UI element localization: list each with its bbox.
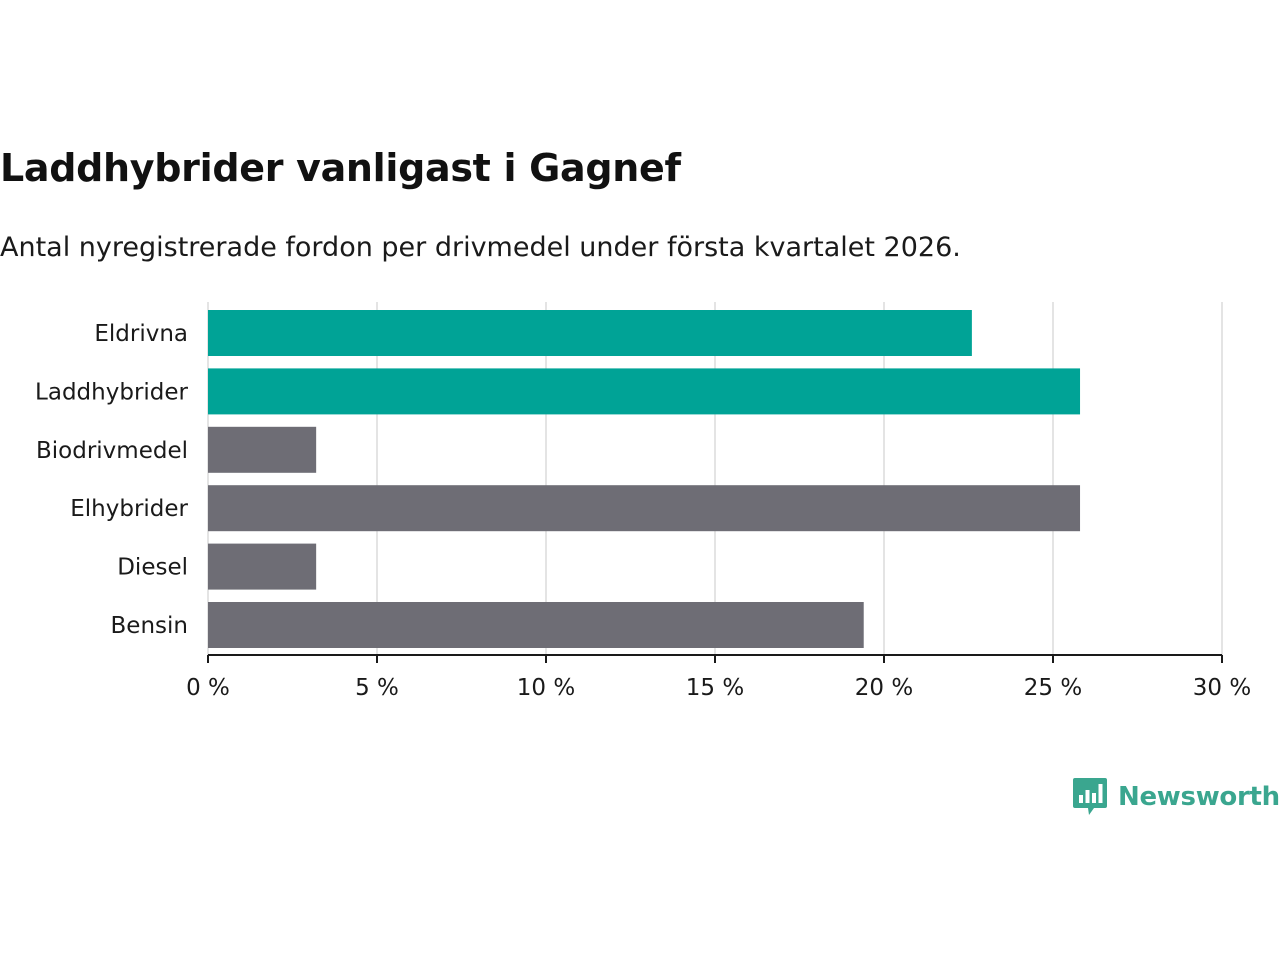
category-label-bensin: Bensin (111, 613, 188, 639)
newsworthy-logo: Newsworthy (1072, 776, 1280, 818)
x-tick-label-1: 5 % (355, 675, 399, 701)
newsworthy-logo-icon (1073, 778, 1107, 815)
bar-chart: Eldrivna Laddhybrider Biodrivmedel Elhybrid… (35, 302, 1251, 701)
x-tick-label-3: 15 % (686, 675, 744, 701)
x-tick-label-0: 0 % (186, 675, 230, 701)
bar-laddhybrider (208, 368, 1081, 415)
category-label-biodrivmedel: Biodrivmedel (36, 438, 188, 464)
category-label-laddhybrider: Laddhybrider (35, 379, 188, 405)
bar-bensin (208, 602, 864, 648)
x-tick-label-2: 10 % (517, 675, 575, 701)
bar-eldrivna (208, 310, 972, 356)
x-tick-label-4: 20 % (855, 675, 913, 701)
bar-diesel (208, 543, 317, 590)
chart-title: Laddhybrider vanligast i Gagnef (0, 146, 681, 190)
brand-name: Newsworthy (1118, 782, 1280, 812)
bar-elhybrider (208, 485, 1081, 532)
category-label-diesel: Diesel (117, 555, 188, 581)
x-tick-label-6: 30 % (1193, 675, 1251, 701)
bar-biodrivmedel (208, 426, 317, 473)
chart-subtitle: Antal nyregistrerade fordon per drivmede… (0, 232, 961, 263)
x-tick-label-5: 25 % (1024, 675, 1082, 701)
category-label-elhybrider: Elhybrider (70, 496, 188, 522)
category-label-eldrivna: Eldrivna (94, 321, 188, 347)
